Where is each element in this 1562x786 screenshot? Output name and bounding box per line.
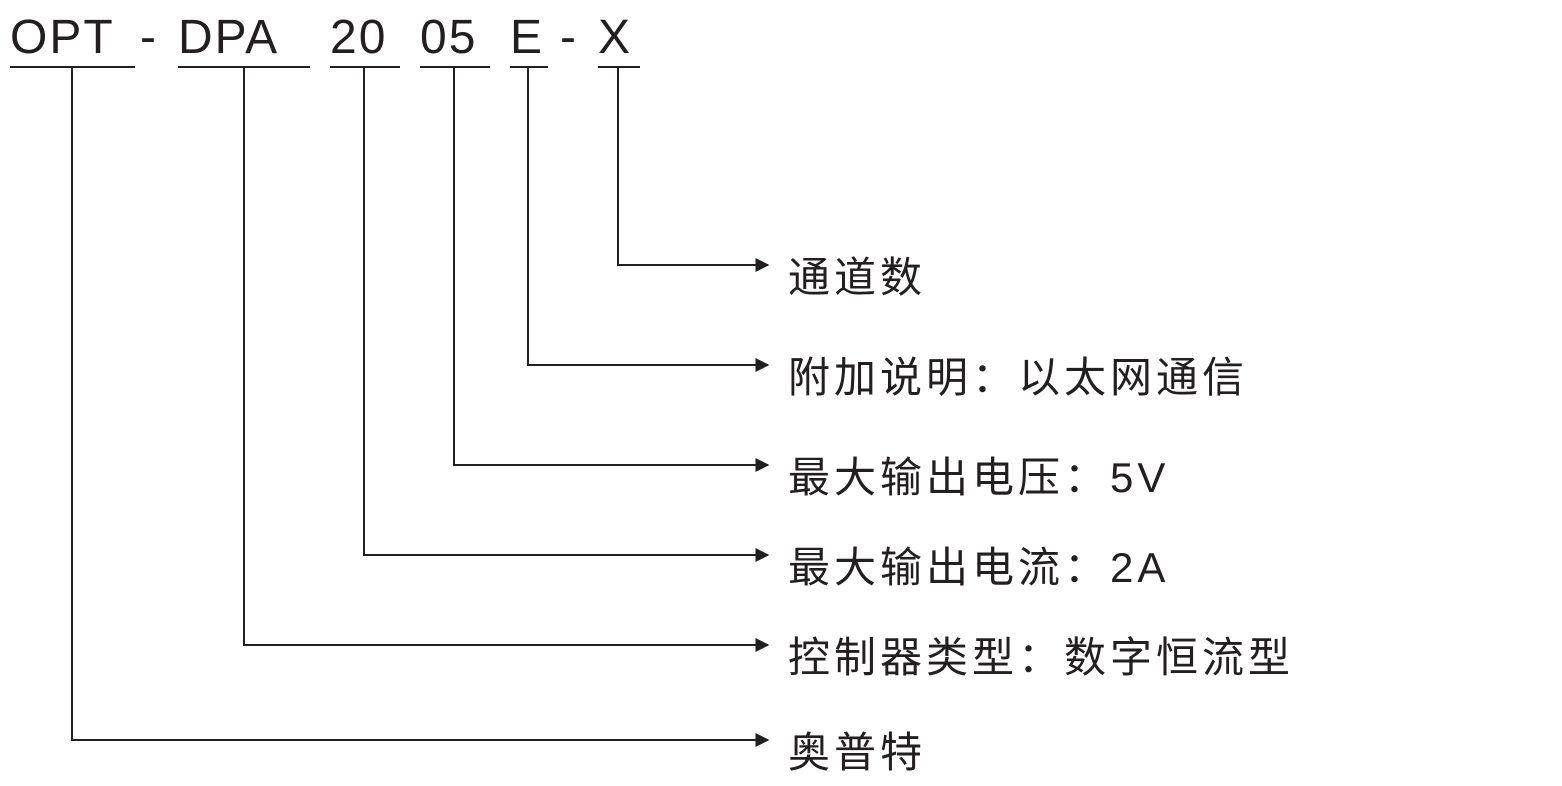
code-part-3: 20 <box>330 10 387 65</box>
description-3: 最大输出电流：2A <box>788 534 1169 595</box>
code-part-6: - <box>560 10 593 65</box>
code-part-2: DPA <box>178 10 279 65</box>
code-underline-7 <box>598 66 640 68</box>
product-code-diagram: OPT- DPA2005E- X 通道数附加说明：以太网通信最大输出电压：5V最… <box>0 0 1562 786</box>
code-underline-5 <box>510 66 548 68</box>
code-underline-2 <box>178 66 310 68</box>
code-part-7: X <box>598 10 632 65</box>
code-part-4: 05 <box>420 10 477 65</box>
code-underline-0 <box>10 66 135 68</box>
code-part-5: E <box>510 10 544 65</box>
description-0: 通道数 <box>788 244 926 305</box>
description-5: 奥普特 <box>788 719 926 780</box>
code-underline-3 <box>330 66 400 68</box>
description-4: 控制器类型：数字恒流型 <box>788 624 1294 685</box>
code-underline-4 <box>420 66 490 68</box>
code-part-1: - <box>140 10 173 65</box>
description-1: 附加说明：以太网通信 <box>788 344 1248 405</box>
description-2: 最大输出电压：5V <box>788 444 1169 505</box>
leader-lines <box>0 0 1562 786</box>
code-part-0: OPT <box>10 10 115 65</box>
